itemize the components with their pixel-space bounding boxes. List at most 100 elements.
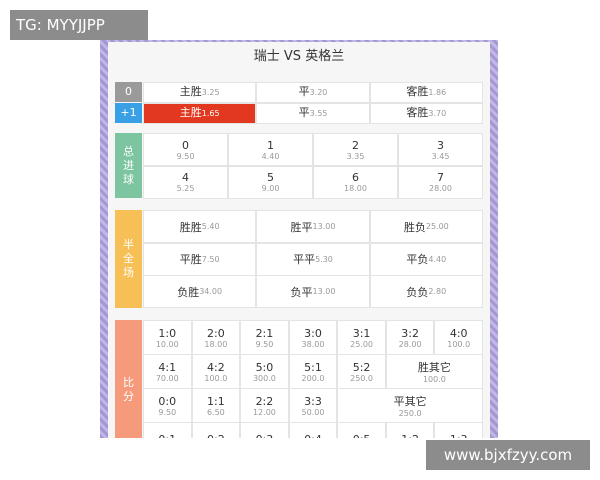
odds-cell[interactable]: 1:1 6.50 [191, 388, 241, 423]
odds: 50.00 [301, 407, 325, 417]
odds-cell[interactable]: 平平 5.30 [256, 242, 370, 276]
odds-cell[interactable]: 2:1 9.50 [240, 320, 289, 355]
odds: 34.00 [199, 287, 223, 297]
match-title: 瑞士 VS 英格兰 [253, 49, 345, 64]
odds-cell[interactable]: 0:3 [240, 422, 289, 438]
odds: 5.30 [315, 254, 333, 264]
odds-cell[interactable]: 平其它 250.0 [337, 388, 483, 423]
odds-cell[interactable]: 平负 4.40 [369, 242, 483, 276]
score: 1:1 [206, 394, 225, 408]
odds-cell[interactable]: 1 4.40 [228, 133, 313, 166]
odds-cell[interactable]: 6 18.00 [313, 165, 398, 199]
odds-cell[interactable]: 负胜 34.00 [143, 275, 257, 309]
odds-cell[interactable]: 1:0 10.00 [143, 320, 192, 355]
score: 0:0 [158, 394, 177, 408]
odds-cell[interactable]: 1:2 [385, 422, 435, 438]
odds-cell[interactable]: 负平 13.00 [256, 275, 370, 309]
goals: 1 [267, 138, 274, 152]
odds: 100.0 [422, 375, 446, 384]
odds-cell[interactable]: 胜胜 5.40 [143, 210, 257, 243]
odds: 3.70 [428, 109, 447, 118]
odds: 6.50 [206, 407, 225, 417]
odds-cell[interactable]: 0 9.50 [143, 133, 228, 166]
section-label-text: 半全场 [123, 238, 134, 279]
section-label: 比分 [115, 320, 142, 438]
odds-cell[interactable]: 3:2 28.00 [385, 320, 435, 355]
goals: 6 [352, 171, 359, 184]
odds: 5.25 [176, 184, 195, 193]
odds-cell[interactable]: 主胜 1.65 [143, 103, 257, 124]
odds-cell[interactable]: 2:0 18.00 [191, 320, 241, 355]
odds-cell[interactable]: 4:1 70.00 [143, 354, 192, 389]
odds-cell[interactable]: 胜负 25.00 [369, 210, 483, 243]
odds-cell[interactable]: 负负 2.80 [369, 275, 483, 309]
odds-cell[interactable]: 客胜 3.70 [369, 103, 483, 124]
odds: 1.65 [201, 109, 220, 118]
odds-cell[interactable]: 胜平 13.00 [256, 210, 370, 243]
odds: 18.00 [344, 184, 367, 193]
odds-cell[interactable]: 5:2 250.0 [337, 354, 386, 389]
odds-cell[interactable]: 5:0 300.0 [240, 354, 289, 389]
odds: 12.00 [252, 407, 276, 417]
odds: 200.0 [301, 373, 325, 383]
odds: 70.00 [155, 373, 179, 383]
odds-cell[interactable]: 4:2 100.0 [191, 354, 241, 389]
score: 4:1 [158, 360, 177, 374]
outcome: 平 [298, 106, 310, 119]
odds: 25.00 [350, 339, 374, 349]
score: 5:2 [352, 360, 371, 374]
outcome: 负平 [290, 285, 313, 299]
odds-cell[interactable]: 客胜 1.86 [369, 82, 483, 103]
odds-cell[interactable]: 5 9.00 [228, 165, 313, 199]
score: 0:3 [256, 433, 274, 438]
odds-cell[interactable]: 1:3 [434, 422, 483, 438]
odds-cell[interactable]: 0:2 [191, 422, 241, 438]
odds: 10.00 [155, 339, 179, 349]
odds-cell[interactable]: 平胜 7.50 [143, 242, 257, 276]
odds-cell[interactable]: 0:1 [143, 422, 192, 438]
score: 胜其它 [417, 361, 451, 374]
outcome: 平胜 [179, 253, 202, 267]
odds-cell[interactable]: 3:3 50.00 [288, 388, 338, 423]
odds-cell[interactable]: 3:1 25.00 [337, 320, 386, 355]
odds-cell[interactable]: 4 5.25 [143, 165, 228, 199]
odds-cell[interactable]: 7 28.00 [398, 165, 483, 199]
odds: 38.00 [301, 339, 325, 349]
score: 0:2 [207, 433, 225, 438]
odds-cell[interactable]: 3:0 38.00 [288, 320, 338, 355]
section-label: 总进球 [115, 133, 142, 198]
odds-cell[interactable]: 3 3.45 [398, 133, 483, 166]
odds-cell[interactable]: 平 3.55 [256, 103, 370, 124]
handicap-label: 0 [115, 82, 142, 102]
score: 4:2 [206, 360, 225, 374]
odds: 250.0 [350, 373, 374, 383]
goals: 7 [437, 171, 444, 184]
outcome: 平 [298, 85, 310, 98]
score: 1:3 [450, 433, 468, 438]
odds: 9.00 [261, 184, 280, 193]
odds-cell[interactable]: 0:5 [337, 422, 386, 438]
odds-cell[interactable]: 胜其它 100.0 [385, 354, 483, 389]
odds: 25.00 [425, 222, 449, 231]
odds-cell[interactable]: 2:2 12.00 [240, 388, 289, 423]
score: 0:5 [353, 433, 371, 438]
score: 3:1 [352, 326, 371, 340]
odds-cell[interactable]: 平 3.20 [256, 82, 370, 103]
outcome: 负胜 [177, 285, 200, 299]
outcome: 负负 [406, 285, 429, 299]
site-url: www.bjxfzyy.com [426, 440, 590, 470]
odds: 9.50 [158, 407, 177, 417]
odds: 100.0 [447, 339, 471, 349]
odds: 4.40 [261, 151, 280, 161]
outcome: 主胜 [179, 106, 202, 119]
score: 3:2 [401, 326, 419, 340]
odds-cell[interactable]: 主胜 3.25 [143, 82, 257, 103]
odds-cell[interactable]: 5:1 200.0 [288, 354, 338, 389]
odds-cell[interactable]: 0:4 [288, 422, 338, 438]
odds-cell[interactable]: 0:0 9.50 [143, 388, 192, 423]
odds-cell[interactable]: 4:0 100.0 [434, 320, 483, 355]
section-label-text: 比分 [123, 376, 134, 403]
odds: 4.40 [428, 254, 447, 264]
odds-cell[interactable]: 2 3.35 [313, 133, 398, 166]
